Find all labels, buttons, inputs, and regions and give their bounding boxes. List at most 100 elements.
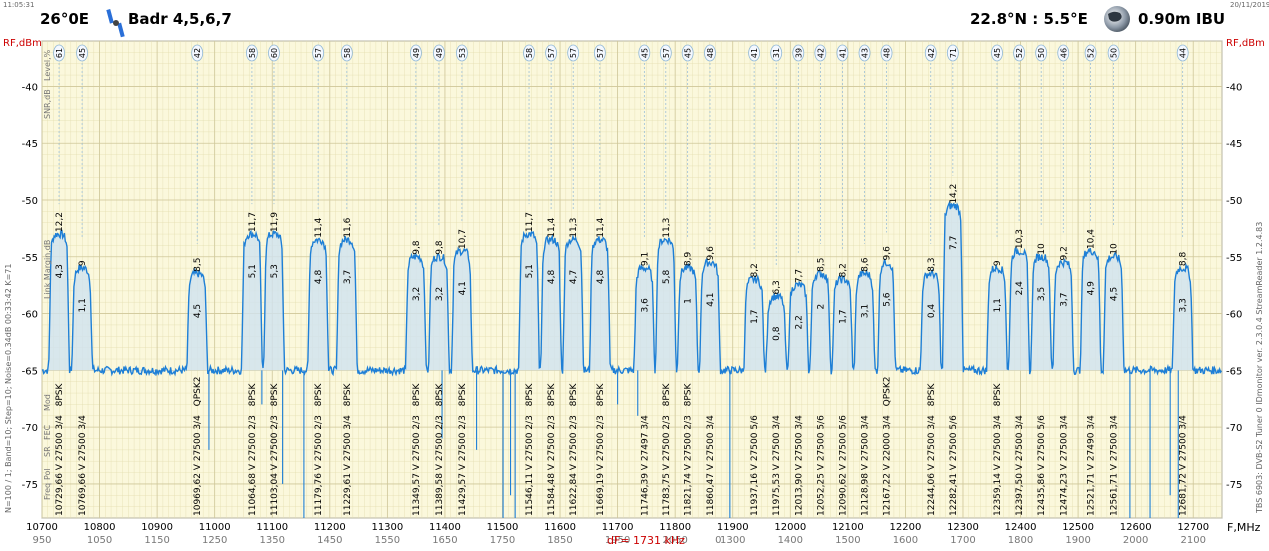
modulation-value: 8PSK	[547, 382, 557, 406]
level-value: 57	[547, 48, 556, 58]
if-tick-label: 1050	[87, 535, 112, 546]
modulation-value: 8PSK	[314, 382, 324, 406]
noise-spikes	[208, 370, 1179, 518]
row-label-link-margin: Link Margin,dB	[43, 240, 52, 299]
transponder-markers	[58, 55, 1184, 267]
margin-value: 1,7	[838, 310, 848, 324]
margin-value: 3,6	[640, 298, 650, 313]
transponder-params: 12397,50 V 27500 3/4	[1015, 415, 1025, 516]
level-value: 39	[794, 48, 803, 58]
modulation-value: 8PSK	[927, 382, 937, 406]
margin-value: 3,2	[412, 287, 422, 301]
x-tick-label: 12600	[1120, 522, 1152, 533]
modulation-value: 8PSK	[412, 382, 422, 406]
snr-value: 6,3	[772, 280, 782, 294]
transponder-params: 11622,84 V 27500 2/3	[569, 415, 579, 516]
level-value: 45	[684, 48, 693, 58]
satellite-name: Badr 4,5,6,7	[128, 10, 232, 28]
margin-value: 1	[684, 298, 694, 304]
level-value: 42	[927, 48, 936, 58]
level-value: 71	[949, 48, 958, 58]
margin-value: 4,5	[193, 304, 203, 318]
row-label-snr: SNR,dB	[43, 89, 52, 119]
level-badge	[456, 44, 468, 62]
if-tick-label: 1450	[317, 535, 342, 546]
level-badge	[409, 44, 422, 62]
transponder-params: 11389,58 V 27500 2/3	[435, 415, 445, 516]
if-tick-label: 2100	[1180, 535, 1205, 546]
orbit-position: 26°0E	[40, 10, 90, 28]
x-tick-label: 11000	[199, 522, 231, 533]
transponder-params: 11783,75 V 27500 2/3	[662, 415, 672, 516]
y-tick-label-right: -55	[1226, 253, 1242, 264]
if-tick-label: 1650	[432, 535, 457, 546]
modulation-value: 8PSK	[993, 382, 1003, 406]
level-value: 45	[993, 48, 1002, 58]
if-tick-label: 1900	[1065, 535, 1090, 546]
margin-value: 5,6	[883, 292, 893, 307]
x-tick-label: 12000	[774, 522, 806, 533]
transponder-params: 12282,41 V 27500 5/6	[949, 415, 959, 516]
level-value: 61	[55, 48, 64, 58]
x-tick-label: 11400	[429, 522, 461, 533]
snr-value: 11,6	[343, 217, 353, 237]
transponder-params: 12521,71 V 27490 3/4	[1087, 415, 1097, 516]
level-value: 57	[662, 48, 671, 58]
x-tick-label: 12300	[947, 522, 979, 533]
side-label-right: TBS 6903: DVB-S2 Tuner 0 IDmonitor ver. …	[1255, 222, 1264, 514]
margin-value: 7,7	[949, 236, 959, 250]
y-tick-label-right: -70	[1226, 423, 1242, 434]
if-tick-label: 1150	[144, 535, 169, 546]
x-tick-label: 11200	[314, 522, 346, 533]
y-axis-label-left: RF,dBm	[3, 38, 42, 49]
level-badge	[880, 44, 893, 62]
snr-value: 9	[993, 260, 1003, 266]
snr-value: 9,8	[435, 240, 445, 255]
x-tick-label: 11800	[659, 522, 691, 533]
y-tick-label-left: -65	[22, 366, 38, 377]
level-badge	[1176, 44, 1189, 62]
satellite-icon	[106, 9, 125, 38]
margin-value: 3,7	[343, 270, 353, 284]
modulation-value: QPSK2	[883, 376, 893, 406]
modulation-value: 8PSK	[662, 382, 672, 406]
level-badge	[770, 44, 783, 62]
margin-value: 3,5	[1037, 287, 1047, 301]
x-axis-label: F,MHz	[1227, 521, 1261, 534]
transponder-params: 12013,90 V 27500 3/4	[794, 415, 804, 516]
if-tick-label: 2000	[1123, 535, 1148, 546]
level-value: 45	[78, 48, 87, 58]
y-tick-label-left: -70	[22, 423, 38, 434]
margin-value: 4,8	[547, 269, 557, 284]
transponder-params: 11349,57 V 27500 2/3	[412, 415, 422, 516]
y-tick-label-right: -50	[1226, 196, 1242, 207]
if-tick-label: 950	[32, 535, 51, 546]
x-tick-label: 11100	[256, 522, 288, 533]
snr-value: 12,2	[55, 212, 65, 232]
level-badge	[312, 44, 325, 62]
transponder-params: 11821,74 V 27500 2/3	[684, 415, 694, 516]
row-label-level: Level,%	[43, 49, 52, 81]
level-value: 60	[270, 48, 279, 58]
margin-value: 2	[816, 304, 826, 310]
x-tick-label: 11300	[371, 522, 403, 533]
level-value: 41	[750, 48, 759, 58]
snr-value: 11,3	[662, 218, 672, 238]
margin-value: 1,1	[993, 298, 1003, 312]
margin-value: 4,3	[55, 264, 65, 278]
snr-value: 10	[1110, 243, 1120, 255]
level-badge	[991, 44, 1003, 62]
level-value: 53	[458, 48, 467, 58]
transponder-params: 11860,47 V 27500 3/4	[706, 415, 716, 516]
snr-value: 11,3	[569, 218, 579, 238]
axes: -40 -40 -45 -45 -50 -50 -55 -55 -60 -60 -65 -65 -70 -…	[22, 82, 1243, 546]
margin-value: 1,1	[78, 298, 88, 312]
transponder-params: 12435,86 V 27500 5/6	[1037, 415, 1047, 516]
level-badge	[340, 44, 353, 62]
level-badge	[858, 44, 871, 62]
x-tick-label: 12500	[1062, 522, 1094, 533]
transponder-params: 10969,62 V 27500 3/4	[193, 415, 203, 516]
transponder-params: 11937,16 V 27500 5/6	[750, 415, 760, 516]
margin-value: 3,7	[1059, 292, 1069, 306]
